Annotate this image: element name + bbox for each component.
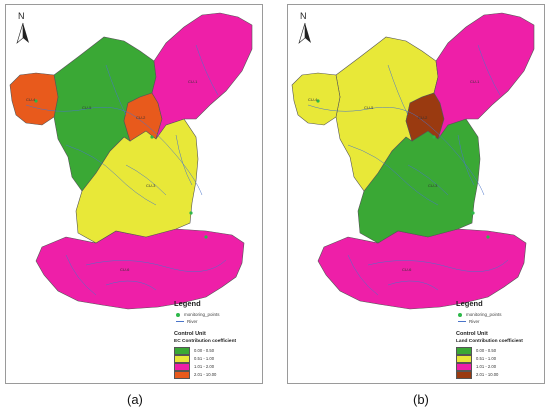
unit-label: CU-3: [146, 183, 156, 188]
river-line-icon: [458, 321, 466, 323]
unit-label: CU-5: [82, 105, 92, 110]
legend-unit-title: Control Unit: [174, 331, 206, 337]
unit-label: CU-4: [308, 97, 318, 102]
control-unit-4: [291, 72, 341, 126]
control-unit-1: [433, 12, 535, 140]
control-unit-1: [151, 12, 253, 140]
swatch: [456, 355, 472, 363]
swatch: [174, 355, 190, 363]
unit-label: CU-1: [470, 79, 480, 84]
north-arrow: N: [297, 11, 315, 45]
legend-river: River: [176, 319, 198, 324]
north-arrow-icon: [298, 22, 311, 44]
control-unit-6: [35, 228, 245, 310]
legend-class: 0.51 - 1.00: [174, 355, 214, 363]
legend-class-label: 0.00 - 0.50: [194, 348, 215, 354]
legend-class-label: 2.01 - 10.00: [194, 372, 217, 378]
legend-title: Legend: [174, 299, 201, 308]
legend-class: 0.00 - 0.50: [456, 347, 496, 355]
legend-coef-title: EC Contribution coefficient: [174, 339, 237, 344]
unit-label: CU-6: [402, 267, 412, 272]
unit-label: CU-6: [120, 267, 130, 272]
point-icon: [458, 312, 462, 317]
river-network-b: [307, 44, 509, 296]
unit-label: CU-3: [428, 183, 438, 188]
point-icon: [176, 312, 180, 317]
monitoring-points-b: [316, 99, 490, 239]
swatch: [174, 363, 190, 371]
unit-label: CU-2: [136, 115, 146, 120]
river-network-a: [25, 44, 227, 296]
control-unit-6: [317, 228, 527, 310]
monitoring-points-a: [34, 99, 208, 239]
north-arrow-icon: [16, 22, 29, 44]
unit-label: CU-4: [26, 97, 36, 102]
legend-river-label: River: [187, 319, 198, 324]
map-panel-a: CU-1 CU-2 CU-3 CU-4 CU-5 CU-6 N Legend m…: [5, 4, 263, 384]
swatch: [456, 363, 472, 371]
map-b: CU-1 CU-2 CU-3 CU-4 CU-5 CU-6: [291, 12, 535, 310]
swatch: [174, 347, 190, 355]
unit-labels-a: CU-1 CU-2 CU-3 CU-4 CU-5 CU-6: [26, 79, 198, 272]
legend-title: Legend: [456, 299, 483, 308]
map-panel-b: CU-1 CU-2 CU-3 CU-4 CU-5 CU-6 N Legend m…: [287, 4, 545, 384]
map-a: CU-1 CU-2 CU-3 CU-4 CU-5 CU-6: [9, 12, 253, 310]
legend-b: Legend monitoring_points River Control U…: [456, 299, 544, 383]
legend-class: 2.01 - 10.00: [456, 371, 498, 379]
swatch: [456, 371, 472, 379]
legend-class-label: 0.51 - 1.00: [194, 356, 215, 362]
legend-a: Legend monitoring_points River Control U…: [174, 299, 262, 383]
unit-label: CU-5: [364, 105, 374, 110]
unit-label: CU-2: [418, 115, 428, 120]
legend-class: 1.01 - 2.00: [174, 363, 214, 371]
caption-b: (b): [413, 392, 429, 407]
legend-class: 1.01 - 2.00: [456, 363, 496, 371]
river-line-icon: [176, 321, 184, 323]
legend-unit-title: Control Unit: [456, 331, 488, 337]
north-label: N: [300, 11, 307, 21]
legend-river-label: River: [469, 319, 480, 324]
legend-class-label: 0.51 - 1.00: [476, 356, 497, 362]
north-arrow: N: [15, 11, 33, 45]
legend-class: 0.51 - 1.00: [456, 355, 496, 363]
legend-class-label: 2.01 - 10.00: [476, 372, 499, 378]
north-label: N: [18, 11, 25, 21]
unit-label: CU-1: [188, 79, 198, 84]
caption-a: (a): [127, 392, 143, 407]
legend-class-label: 0.00 - 0.50: [476, 348, 497, 354]
legend-coef-title: Land Contribution coefficient: [456, 339, 523, 344]
legend-point-label: monitoring_points: [466, 312, 502, 317]
legend-point-label: monitoring_points: [184, 312, 220, 317]
legend-class-label: 1.01 - 2.00: [476, 364, 497, 370]
swatch: [174, 371, 190, 379]
legend-class: 2.01 - 10.00: [174, 371, 216, 379]
legend-class-label: 1.01 - 2.00: [194, 364, 215, 370]
legend-river: River: [458, 319, 480, 324]
control-unit-4: [9, 72, 59, 126]
swatch: [456, 347, 472, 355]
legend-class: 0.00 - 0.50: [174, 347, 214, 355]
legend-points: monitoring_points: [176, 312, 220, 317]
unit-labels-b: CU-1 CU-2 CU-3 CU-4 CU-5 CU-6: [308, 79, 480, 272]
legend-points: monitoring_points: [458, 312, 502, 317]
